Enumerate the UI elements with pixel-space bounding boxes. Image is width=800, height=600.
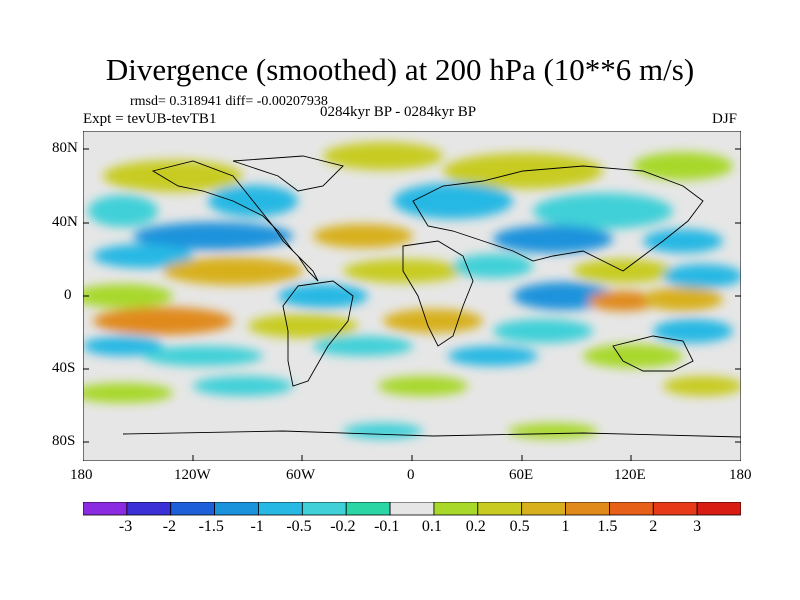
lon-label-120e: 120E [614, 467, 646, 483]
period-label: 0284kyr BP - 0284kyr BP [320, 104, 477, 120]
colorbar-box [696, 502, 741, 516]
lat-label-40n: 40N [52, 214, 78, 230]
divergence-field [83, 142, 741, 439]
coastlines [122, 155, 741, 438]
lon-label-60w: 60W [286, 467, 316, 483]
colorbar-label: -1.5 [198, 518, 224, 535]
colorbar-label: -0.1 [374, 518, 400, 535]
season-label: DJF [712, 111, 738, 127]
axis-ticks [83, 148, 741, 461]
colorbar-label: -3 [118, 518, 133, 535]
colorbar-box [83, 502, 128, 516]
colorbar-label: 0.5 [509, 518, 530, 535]
colorbar-box [609, 502, 654, 516]
colorbar [83, 502, 741, 516]
lat-label-80n: 80N [52, 140, 78, 156]
colorbar-box [565, 502, 610, 516]
colorbar-box [433, 502, 479, 516]
colorbar-label: -0.2 [330, 518, 356, 535]
colorbar-box [652, 502, 698, 516]
colorbar-box [126, 502, 172, 516]
divergence-map [83, 131, 741, 461]
colorbar-box [345, 502, 391, 516]
lon-label-180w: 180 [70, 467, 93, 483]
colorbar-label: 0.1 [421, 518, 442, 535]
colorbar-label: -2 [162, 518, 177, 535]
colorbar-label: -1 [250, 518, 264, 535]
colorbar-label: 1 [561, 518, 570, 535]
experiment-label: Expt = tevUB-tevTB1 [83, 111, 217, 127]
colorbar-box [258, 502, 303, 516]
colorbar-box [214, 502, 259, 516]
colorbar-box [477, 502, 523, 516]
stats-text: rmsd= 0.318941 diff= -0.00207938 [130, 94, 328, 109]
colorbar-label: 1.5 [597, 518, 618, 535]
colorbar-box [389, 502, 435, 516]
lon-label-120w: 120W [174, 467, 211, 483]
colorbar-label: -0.5 [286, 518, 312, 535]
lon-label-0: 0 [407, 467, 415, 483]
lat-label-40s: 40S [52, 360, 76, 376]
lat-label-80s: 80S [52, 433, 76, 449]
lon-label-60e: 60E [509, 467, 534, 483]
colorbar-label: 2 [649, 518, 658, 535]
plot-title: Divergence (smoothed) at 200 hPa (10**6 … [105, 52, 695, 87]
colorbar-label: 3 [693, 518, 702, 535]
colorbar-label: 0.2 [465, 518, 486, 535]
lat-label-0: 0 [64, 287, 72, 303]
colorbar-box [170, 502, 216, 516]
lon-label-180e: 180 [729, 467, 752, 483]
colorbar-box [301, 502, 347, 516]
colorbar-box [521, 502, 566, 516]
